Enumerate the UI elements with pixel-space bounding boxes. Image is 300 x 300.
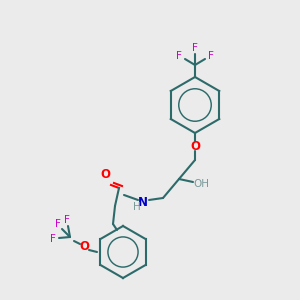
Text: F: F (208, 51, 214, 61)
Text: F: F (55, 219, 61, 229)
Text: F: F (64, 215, 70, 225)
Text: OH: OH (193, 179, 209, 189)
Text: H: H (133, 202, 141, 212)
Text: F: F (50, 234, 56, 244)
Text: F: F (176, 51, 182, 61)
Text: O: O (190, 140, 200, 152)
Text: F: F (192, 43, 198, 53)
Text: O: O (100, 169, 110, 182)
Text: N: N (138, 196, 148, 208)
Text: O: O (79, 241, 89, 254)
